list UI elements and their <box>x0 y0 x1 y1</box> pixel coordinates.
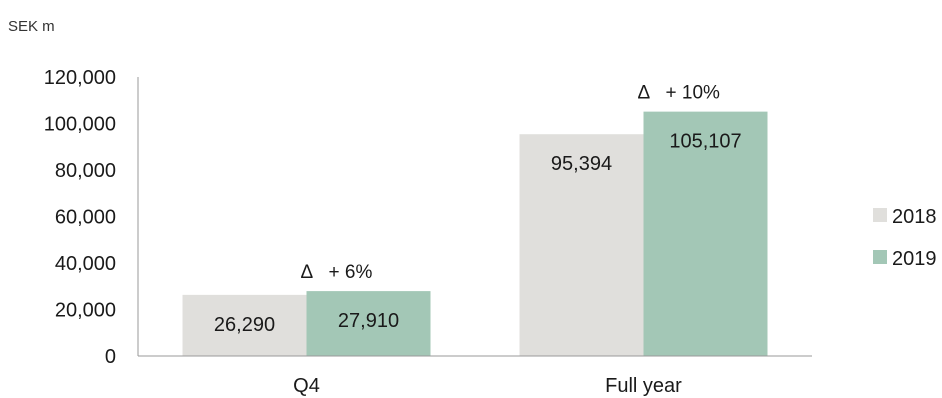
data-label: 105,107 <box>669 131 741 153</box>
change-percent: + 6% <box>329 262 373 283</box>
x-tick-label: Q4 <box>293 375 320 397</box>
legend-item-2018: 2018 <box>873 206 937 228</box>
legend-item-2019: 2019 <box>873 248 937 270</box>
bar-2019-q4 <box>306 291 431 356</box>
data-labels: 26,290 27,910 95,394 105,107 <box>214 131 742 336</box>
y-tick-label: 80,000 <box>55 160 116 182</box>
change-annotations: Δ + 6% Δ + 10% <box>301 83 721 283</box>
bar-2018-full-year <box>519 134 644 356</box>
bar-2018-q4 <box>182 294 307 356</box>
change-percent: + 10% <box>666 83 721 104</box>
y-axis: 0 20,000 40,000 60,000 80,000 100,000 120,000 <box>44 67 139 368</box>
y-tick-label: 0 <box>105 346 116 368</box>
legend-label: 2019 <box>892 248 937 270</box>
bar-2019-full-year <box>643 111 768 357</box>
legend-swatch <box>873 250 887 264</box>
change-annotation: Δ + 10% <box>638 83 721 104</box>
x-tick-label: Full year <box>605 375 682 397</box>
x-axis: Q4 Full year <box>138 355 812 397</box>
delta-symbol: Δ <box>301 262 314 283</box>
change-annotation: Δ + 6% <box>301 262 373 283</box>
legend: 2018 2019 <box>873 206 937 270</box>
legend-swatch <box>873 208 887 222</box>
data-label: 26,290 <box>214 314 275 336</box>
unit-label: SEK m <box>8 18 55 35</box>
delta-symbol: Δ <box>638 83 651 104</box>
y-tick-label: 60,000 <box>55 207 116 229</box>
data-label: 95,394 <box>551 153 612 175</box>
bars <box>182 111 768 357</box>
y-tick-label: 40,000 <box>55 253 116 275</box>
y-tick-label: 100,000 <box>44 114 116 136</box>
y-tick-label: 20,000 <box>55 300 116 322</box>
legend-label: 2018 <box>892 206 937 228</box>
data-label: 27,910 <box>338 310 399 332</box>
y-tick-label: 120,000 <box>44 67 116 89</box>
